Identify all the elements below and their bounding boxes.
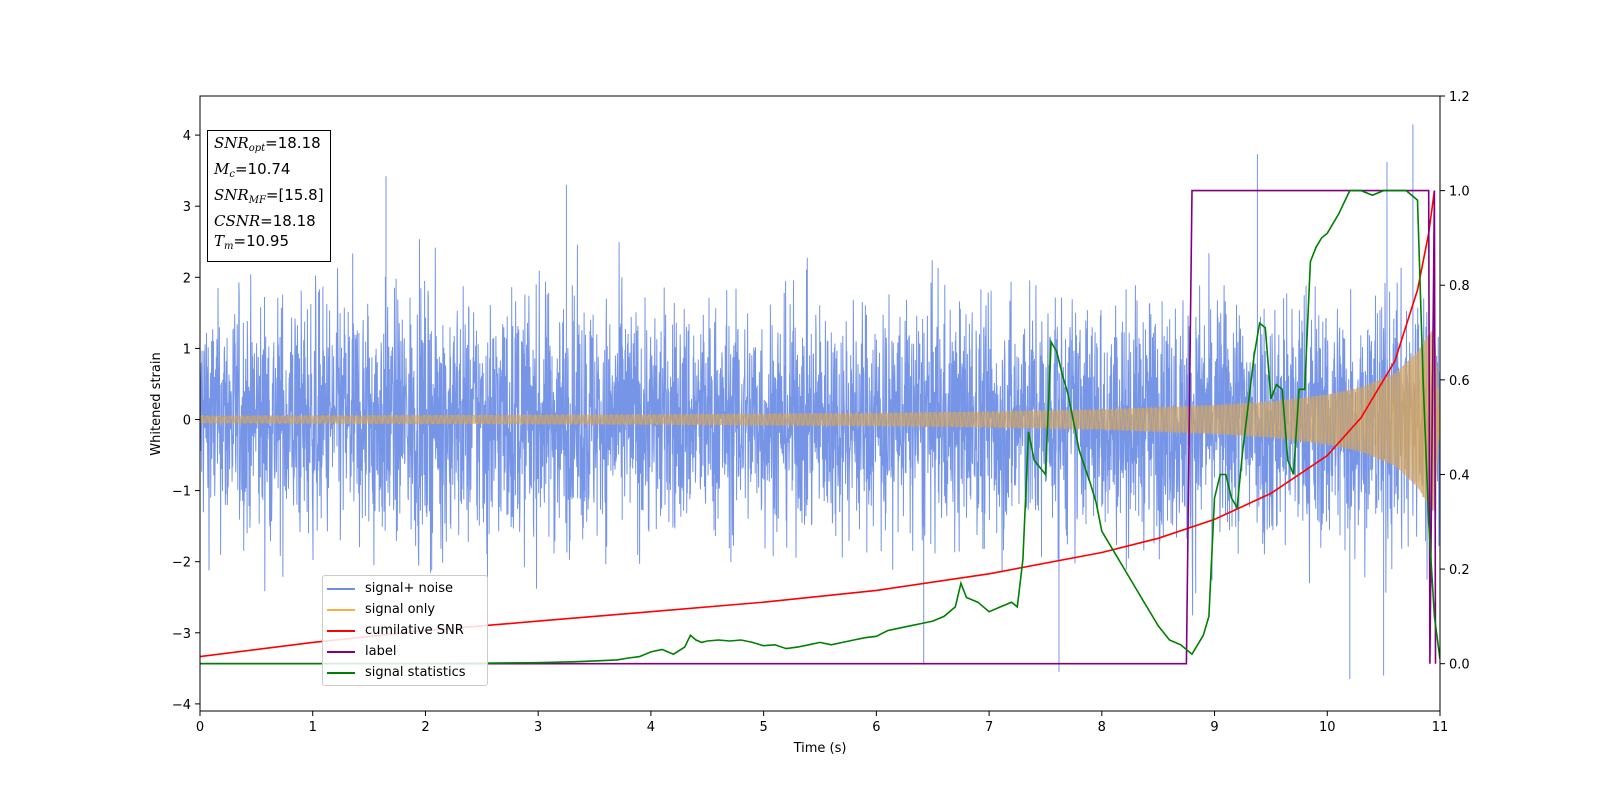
x-tick-label: 0 <box>196 720 204 735</box>
x-tick-label: 8 <box>1098 720 1106 735</box>
y-axis-left: −4 −3 −2 −1 0 1 2 3 4 <box>172 129 200 713</box>
info-snr-mf: SNRMF=[15.8] <box>214 186 324 206</box>
y-axis-label-left: Whitened strain <box>149 352 164 455</box>
legend-swatch <box>327 629 355 632</box>
x-tick-label: 11 <box>1432 720 1449 735</box>
y-left-tick-label: 2 <box>183 271 191 286</box>
x-axis: 0 1 2 3 4 5 6 7 8 9 10 11 <box>196 711 1448 735</box>
info-box: SNRopt=18.18 Mc=10.74 SNRMF=[15.8] CSNR=… <box>207 130 331 262</box>
y-left-tick-label: −3 <box>172 627 191 642</box>
legend-swatch <box>327 587 355 590</box>
plot-area <box>200 124 1440 679</box>
legend-swatch <box>327 671 355 674</box>
y-right-tick-label: 1.2 <box>1449 90 1470 105</box>
y-left-tick-label: 4 <box>183 129 191 144</box>
y-left-tick-label: 1 <box>183 342 191 357</box>
y-right-tick-label: 0.0 <box>1449 658 1470 673</box>
legend-item-signal-noise: signal+ noise <box>327 578 483 599</box>
x-tick-label: 3 <box>534 720 542 735</box>
x-tick-label: 7 <box>985 720 993 735</box>
y-axis-right: 0.0 0.2 0.4 0.6 0.8 1.0 1.2 <box>1440 90 1470 673</box>
legend-label: signal only <box>365 602 436 617</box>
legend-item-cumulative-snr: cumilative SNR <box>327 620 483 641</box>
y-left-tick-label: 0 <box>183 413 191 428</box>
x-axis-label: Time (s) <box>793 741 847 756</box>
y-left-tick-label: −1 <box>172 485 191 500</box>
legend-item-signal-statistics: signal statistics <box>327 662 483 683</box>
x-tick-label: 1 <box>309 720 317 735</box>
x-tick-label: 6 <box>872 720 880 735</box>
legend-item-signal-only: signal only <box>327 599 483 620</box>
y-right-tick-label: 0.8 <box>1449 279 1470 294</box>
legend-swatch <box>327 608 355 611</box>
y-right-tick-label: 0.6 <box>1449 374 1470 389</box>
info-snr-opt: SNRopt=18.18 <box>214 134 321 154</box>
x-tick-label: 2 <box>421 720 429 735</box>
y-left-tick-label: 3 <box>183 200 191 215</box>
x-tick-label: 10 <box>1319 720 1336 735</box>
y-right-tick-label: 0.2 <box>1449 563 1470 578</box>
legend-label: signal statistics <box>365 665 466 680</box>
legend-label: signal+ noise <box>365 581 454 596</box>
info-mc: Mc=10.74 <box>214 160 291 180</box>
y-left-tick-label: −2 <box>172 556 191 571</box>
info-csnr: CSNR=18.18 <box>214 212 316 230</box>
plot-frame <box>199 95 1441 712</box>
y-right-tick-label: 1.0 <box>1449 185 1470 200</box>
series-label <box>200 189 1437 665</box>
y-right-tick-label: 0.4 <box>1449 468 1470 483</box>
x-tick-label: 9 <box>1210 720 1218 735</box>
series-signal-noise <box>200 124 1440 679</box>
legend-swatch <box>327 650 355 653</box>
legend-label: label <box>365 644 397 659</box>
series-cumulative-snr <box>200 190 1436 658</box>
x-tick-label: 5 <box>759 720 767 735</box>
legend: signal+ noise signal only cumilative SNR… <box>322 575 488 686</box>
y-left-tick-label: −4 <box>172 698 191 713</box>
info-tm: Tm=10.95 <box>214 232 290 252</box>
series-signal-only-envelope <box>200 327 1440 512</box>
legend-item-label: label <box>327 641 483 662</box>
legend-label: cumilative SNR <box>365 623 464 638</box>
series-signal-statistics <box>200 189 1440 665</box>
x-tick-label: 4 <box>647 720 655 735</box>
